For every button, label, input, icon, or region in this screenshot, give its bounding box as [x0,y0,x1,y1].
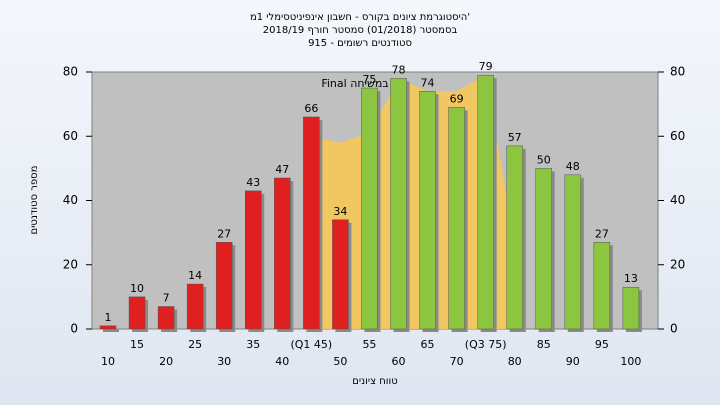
x-tick-label: 20 [159,355,173,368]
x-tick-label: 85 [537,338,551,351]
y-tick-label: 80 [63,65,78,79]
data-label: 7 [163,292,170,305]
y2-tick-label: 40 [670,193,685,207]
data-label: 13 [624,272,638,285]
x-tick-label: 90 [566,355,580,368]
bar [99,325,117,330]
bar [622,286,640,330]
x-tick-label: 60 [392,355,406,368]
x-tick-label: 65 [421,338,435,351]
data-label: 27 [595,227,609,240]
x-tick-label: 100 [620,355,641,368]
chart-title: היסטוגרמת ציונים בקורס - חשבון אינפיניטס… [250,12,470,23]
x-tick-label: 35 [246,338,260,351]
x-axis-label: טווח ציונים [352,376,397,387]
bar [477,74,494,330]
y2-tick-label: 0 [670,322,678,336]
data-label: 78 [392,63,406,76]
bar [506,145,523,330]
data-label: 43 [246,176,260,189]
bar [274,177,291,330]
x-tick-label: 30 [217,355,231,368]
data-label: 47 [275,163,289,176]
y-tick-label: 20 [63,257,78,271]
data-label: 74 [421,76,435,89]
bar [390,78,407,330]
chart-subtitle: בסמסטר (01/2018) סמסטר חורף 2018/19 [263,25,458,36]
bar [564,174,582,330]
y-tick-label: 40 [63,193,78,207]
data-label: 34 [333,205,347,218]
y-axis-label: מספר סטודנטים [29,166,40,235]
x-tick-label: 80 [508,355,522,368]
data-label: 57 [508,131,522,144]
bar [245,190,262,330]
bar [157,306,175,330]
y2-tick-label: 80 [670,65,685,79]
bar [448,107,465,330]
data-label: 48 [566,160,580,173]
bar [303,116,320,330]
x-tick-label: 50 [333,355,347,368]
data-label: 27 [217,227,231,240]
x-tick-label: 55 [362,338,376,351]
bar [186,283,204,330]
x-tick-label: 40 [275,355,289,368]
data-label: 79 [479,60,493,73]
x-tick-label: (Q3 75) [465,338,507,351]
bar-shadow [103,328,119,332]
y-tick-label: 0 [70,322,78,336]
x-tick-label: 95 [595,338,609,351]
x-tick-label: 70 [450,355,464,368]
data-label: 50 [537,153,551,166]
data-label: 66 [304,102,318,115]
data-label: 75 [362,73,376,86]
x-tick-label: 25 [188,338,202,351]
bar [361,87,378,330]
bar [593,242,611,330]
data-label: 1 [105,311,112,324]
y2-tick-label: 20 [670,257,685,271]
chart-subtitle: סטודנטים רשומים - 915 [308,38,412,49]
data-label: 14 [188,269,202,282]
bar [215,242,233,330]
y-tick-label: 60 [63,129,78,143]
x-tick-label: 10 [101,355,115,368]
annotation: Final במשיחה [321,77,388,90]
data-label: 10 [130,282,144,295]
bar [535,168,552,330]
x-tick-label: (Q1 45) [290,338,332,351]
y2-tick-label: 60 [670,129,685,143]
x-tick-label: 15 [130,338,144,351]
bar [332,219,349,330]
data-label: 69 [450,92,464,105]
bar [419,91,436,330]
bar [128,296,146,330]
